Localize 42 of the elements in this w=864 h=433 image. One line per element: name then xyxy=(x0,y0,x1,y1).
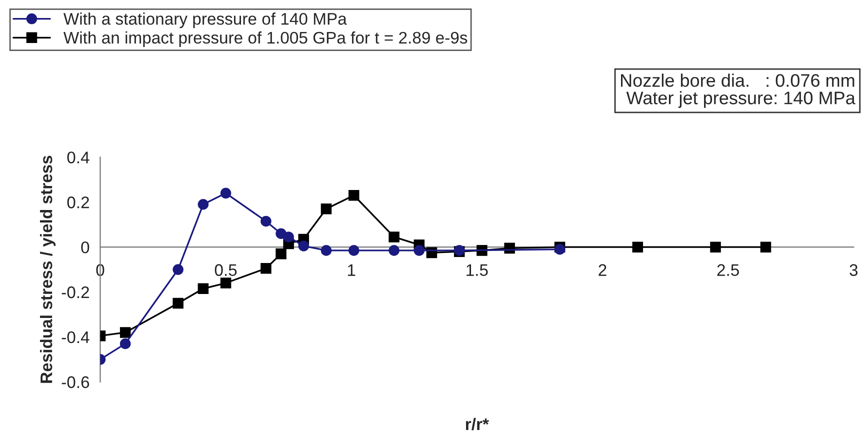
point xyxy=(348,245,360,256)
point xyxy=(260,216,272,227)
text: Nozzle bore dia. : 0.076 mm xyxy=(621,74,854,87)
point xyxy=(220,188,232,199)
x-tick-label: 1.5 xyxy=(466,264,488,276)
point xyxy=(120,327,131,338)
x-axis-title: r/r* xyxy=(466,418,489,430)
point xyxy=(320,245,332,256)
point xyxy=(283,232,294,242)
point xyxy=(414,245,425,256)
point xyxy=(198,283,209,294)
point xyxy=(260,263,272,274)
x-tick-label: 3 xyxy=(850,264,858,276)
point xyxy=(760,242,772,252)
point xyxy=(276,248,286,260)
y-tick-label: -0.6 xyxy=(62,376,90,388)
y-axis-title: Residual stress / yield stress xyxy=(40,156,56,383)
x-tick-label: 0.5 xyxy=(214,264,237,276)
point xyxy=(388,245,400,256)
point xyxy=(348,190,360,201)
point xyxy=(120,338,131,350)
point xyxy=(298,240,310,252)
point xyxy=(220,278,232,288)
y-tick-label: 0.2 xyxy=(67,196,89,208)
y-tick-label: 0 xyxy=(81,241,90,254)
legend-label: With a stationary pressure of 140 MPa xyxy=(63,12,347,28)
point xyxy=(710,242,721,252)
point xyxy=(198,198,209,210)
legend-label: With an impact pressure of 1.005 GPa for t = 2.89 e-9s xyxy=(63,31,468,47)
point xyxy=(388,232,400,242)
point xyxy=(320,203,332,214)
text: Water jet pressure: 140 MPa xyxy=(626,91,856,108)
y-tick-label: -0.2 xyxy=(62,286,89,298)
point xyxy=(554,244,566,255)
x-tick-label: 1 xyxy=(348,264,356,276)
x-tick-label: 2 xyxy=(598,264,606,276)
point xyxy=(172,298,184,309)
x-tick-label: 2.5 xyxy=(717,264,739,276)
point xyxy=(632,242,644,252)
point xyxy=(172,264,184,275)
y-tick-label: 0.4 xyxy=(67,152,90,164)
y-tick-label: -0.4 xyxy=(62,331,90,344)
